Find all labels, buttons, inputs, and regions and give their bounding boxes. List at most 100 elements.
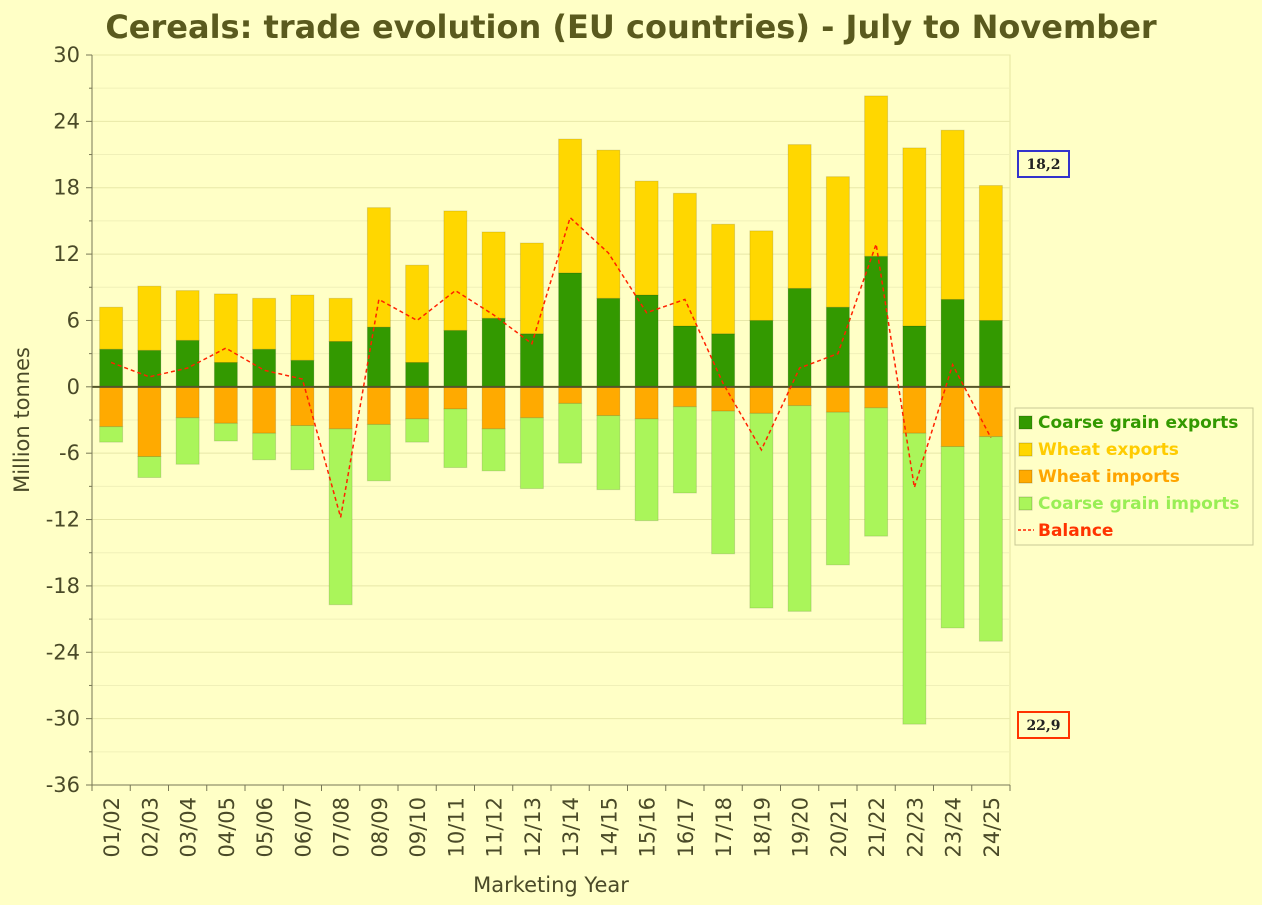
x-tick-label: 12/13 [521, 797, 545, 858]
y-tick-label: -18 [46, 574, 80, 598]
bar-wheat-imports [481, 386, 506, 430]
legend-swatch [1018, 442, 1033, 457]
y-tick-label: 0 [67, 375, 80, 399]
bar-wheat-exports [902, 147, 927, 327]
bar-wheat-imports [558, 386, 583, 404]
bar-wheat-imports [672, 386, 697, 408]
x-tick-label: 01/02 [100, 797, 124, 858]
bar-coarse-grain-imports [864, 407, 889, 537]
bar-wheat-exports [252, 297, 277, 350]
bar-coarse-grain-exports [137, 349, 162, 388]
bar-wheat-imports [213, 386, 238, 424]
bar-coarse-grain-imports [672, 406, 697, 494]
callout-box [1017, 711, 1070, 739]
x-tick-label: 10/11 [444, 797, 468, 858]
bar-coarse-grain-imports [902, 432, 927, 725]
bar-coarse-grain-exports [711, 333, 736, 388]
x-tick-label: 13/14 [559, 797, 583, 858]
bar-coarse-grain-imports [978, 436, 1003, 642]
bar-coarse-grain-exports [290, 359, 315, 388]
bar-coarse-grain-exports [99, 348, 124, 388]
bar-coarse-grain-exports [672, 325, 697, 388]
bar-wheat-imports [978, 386, 1003, 438]
x-tick-label: 14/15 [597, 797, 621, 858]
callout-box [1017, 150, 1070, 178]
bar-wheat-exports [978, 185, 1003, 321]
bar-wheat-imports [328, 386, 353, 430]
bar-coarse-grain-exports [749, 319, 774, 388]
x-tick-label: 06/07 [291, 797, 315, 858]
bar-wheat-exports [99, 306, 124, 350]
balance-line [110, 216, 992, 518]
legend: Coarse grain exports Wheat exports Wheat i… [1014, 407, 1254, 546]
bar-coarse-grain-exports [978, 319, 1003, 388]
bar-coarse-grain-exports [864, 255, 889, 388]
legend-swatch [1018, 415, 1033, 430]
bar-wheat-exports [634, 180, 659, 296]
bar-coarse-grain-imports [596, 415, 621, 491]
bar-wheat-exports [787, 144, 812, 289]
x-axis: 01/02 02/03 03/04 04/05 05/06 06/07 07/08 08/09… [91, 784, 1011, 858]
bar-coarse-grain-imports [634, 418, 659, 522]
bar-wheat-exports [596, 149, 621, 299]
y-tick-label: -6 [59, 441, 80, 465]
bar-coarse-grain-imports [825, 411, 850, 566]
bar-coarse-grain-exports [940, 298, 965, 388]
chart-title: Cereals: trade evolution (EU countries) … [105, 8, 1157, 46]
y-tick-label: 30 [53, 43, 80, 67]
bar-coarse-grain-exports [328, 340, 353, 388]
x-tick-label: 08/09 [368, 797, 392, 858]
bar-wheat-exports [213, 293, 238, 363]
bar-wheat-imports [366, 386, 391, 425]
y-tick-label: 12 [53, 242, 80, 266]
bar-wheat-imports [787, 386, 812, 407]
y-tick-label: 6 [67, 308, 80, 332]
bar-wheat-exports [749, 230, 774, 321]
x-tick-label: 07/08 [330, 797, 354, 858]
bar-wheat-exports [711, 223, 736, 335]
bar-coarse-grain-imports [711, 410, 736, 555]
bar-coarse-grain-imports [213, 422, 238, 442]
legend-entry: Coarse grain imports [1038, 494, 1239, 514]
bar-wheat-imports [99, 386, 124, 428]
legend-swatch [1018, 469, 1033, 484]
bar-wheat-imports [902, 386, 927, 434]
bar-coarse-grain-imports [519, 417, 544, 490]
bar-coarse-grain-exports [252, 348, 277, 388]
bar-coarse-grain-exports [596, 297, 621, 388]
bar-wheat-exports [328, 297, 353, 342]
legend-box [1014, 407, 1254, 546]
bar-wheat-exports [864, 95, 889, 257]
bar-wheat-exports [481, 231, 506, 319]
y-tick-label: 24 [53, 109, 80, 133]
bar-wheat-exports [443, 210, 468, 331]
x-tick-label: 24/25 [980, 797, 1004, 858]
x-axis-label: Marketing Year [473, 873, 629, 897]
bar-wheat-imports [634, 386, 659, 420]
y-tick-label: -12 [46, 508, 80, 532]
x-tick-label: 23/24 [942, 797, 966, 858]
bar-coarse-grain-exports [366, 326, 391, 388]
bar-wheat-imports [940, 386, 965, 448]
legend-entry: Coarse grain exports [1038, 413, 1238, 433]
callout-label: 18,2 [1026, 157, 1060, 173]
bar-coarse-grain-imports [290, 425, 315, 471]
x-tick-label: 22/23 [903, 797, 927, 858]
bar-wheat-exports [175, 290, 200, 341]
bar-coarse-grain-exports [405, 361, 430, 388]
bar-coarse-grain-exports [634, 294, 659, 388]
bar-coarse-grain-exports [481, 317, 506, 388]
callout-label: 22,9 [1026, 718, 1060, 734]
y-axis: 30 24 18 12 6 0 -6 -12 -18 -24 -30 -36 [46, 43, 93, 797]
bar-wheat-exports [672, 192, 697, 327]
bar-wheat-imports [175, 386, 200, 419]
bar-wheat-imports [137, 386, 162, 457]
bar-coarse-grain-exports [558, 272, 583, 388]
legend-entry: Wheat imports [1038, 467, 1180, 487]
bar-wheat-exports [137, 285, 162, 351]
bar-coarse-grain-exports [902, 325, 927, 388]
legend-swatch [1018, 496, 1033, 511]
bar-wheat-exports [558, 138, 583, 274]
bar-coarse-grain-exports [213, 361, 238, 388]
